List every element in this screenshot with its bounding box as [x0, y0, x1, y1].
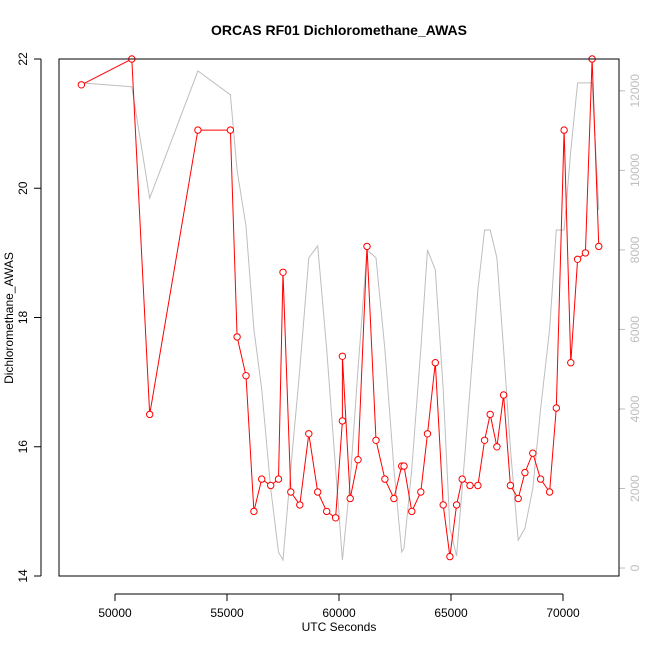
data-point	[486, 410, 494, 419]
data-point	[452, 501, 461, 509]
data-point	[514, 494, 522, 503]
y-axis-label: Dichloromethane_AWAS	[2, 252, 16, 384]
x-tick-label: 65000	[434, 606, 468, 620]
data-point	[194, 126, 202, 134]
data-point	[331, 514, 340, 522]
y-tick-label: 14	[16, 569, 30, 583]
data-point	[274, 475, 283, 483]
data-point	[233, 333, 241, 341]
data-point	[267, 481, 275, 490]
data-point	[493, 443, 501, 451]
data-point	[560, 126, 568, 134]
x-axis-label: UTC Seconds	[302, 620, 377, 634]
data-point	[431, 359, 439, 367]
y2-tick-label: 12000	[628, 74, 642, 108]
data-point	[381, 475, 389, 483]
data-point	[408, 507, 416, 516]
y2-tick-label: 0	[628, 564, 642, 571]
x-tick-label: 55000	[210, 606, 244, 620]
chart-title: ORCAS RF01 Dichloromethane_AWAS	[211, 22, 467, 38]
data-point	[458, 475, 466, 483]
y-tick-label: 22	[16, 52, 30, 66]
primary-series-line	[81, 58, 600, 557]
data-point	[573, 255, 582, 263]
data-point	[536, 475, 545, 483]
x-tick-label: 60000	[322, 606, 356, 620]
y2-tick-label: 8000	[628, 236, 642, 263]
data-point	[474, 481, 482, 490]
data-point	[581, 249, 590, 257]
data-point	[521, 468, 529, 477]
data-point	[258, 475, 266, 483]
data-point	[499, 391, 508, 399]
data-point	[250, 507, 258, 516]
y2-tick-label: 4000	[628, 395, 642, 422]
data-point	[363, 242, 371, 251]
data-point	[354, 456, 362, 464]
data-point	[323, 507, 331, 516]
data-point	[346, 494, 354, 503]
data-point	[146, 410, 154, 419]
data-point	[595, 242, 603, 251]
data-point	[466, 481, 474, 490]
data-point	[287, 488, 295, 496]
x-tick-label: 50000	[98, 606, 132, 620]
data-point	[296, 501, 304, 509]
data-point	[529, 449, 537, 457]
secondary-series	[81, 70, 600, 562]
y-tick-label: 20	[16, 181, 30, 195]
y2-tick-label: 2000	[628, 475, 642, 502]
data-point	[446, 552, 454, 561]
data-point	[279, 268, 287, 276]
data-point	[506, 481, 515, 490]
data-point	[390, 494, 398, 503]
primary-series	[77, 55, 603, 561]
x-tick-label: 70000	[546, 606, 580, 620]
data-point	[400, 462, 408, 470]
plot-frame	[58, 58, 620, 577]
data-point	[417, 488, 425, 496]
y2-tick-label: 6000	[628, 316, 642, 343]
data-point	[305, 430, 313, 438]
data-point	[480, 436, 489, 444]
data-point	[338, 352, 347, 360]
data-point	[439, 501, 447, 509]
data-point	[567, 359, 575, 367]
data-point	[338, 417, 347, 425]
data-point	[552, 404, 560, 412]
data-point	[226, 126, 235, 134]
data-point	[242, 372, 250, 380]
y-tick-label: 16	[16, 440, 30, 454]
data-point	[423, 430, 432, 438]
data-point	[545, 488, 554, 496]
secondary-series-line	[81, 70, 600, 562]
data-point	[314, 488, 322, 496]
data-point	[372, 436, 380, 444]
y2-tick-label: 10000	[628, 153, 642, 187]
y-tick-label: 18	[16, 311, 30, 325]
data-point	[77, 81, 86, 89]
axes: 50000 55000 60000 65000 70000 14 16 18 20 22 0 2000…	[16, 52, 642, 620]
